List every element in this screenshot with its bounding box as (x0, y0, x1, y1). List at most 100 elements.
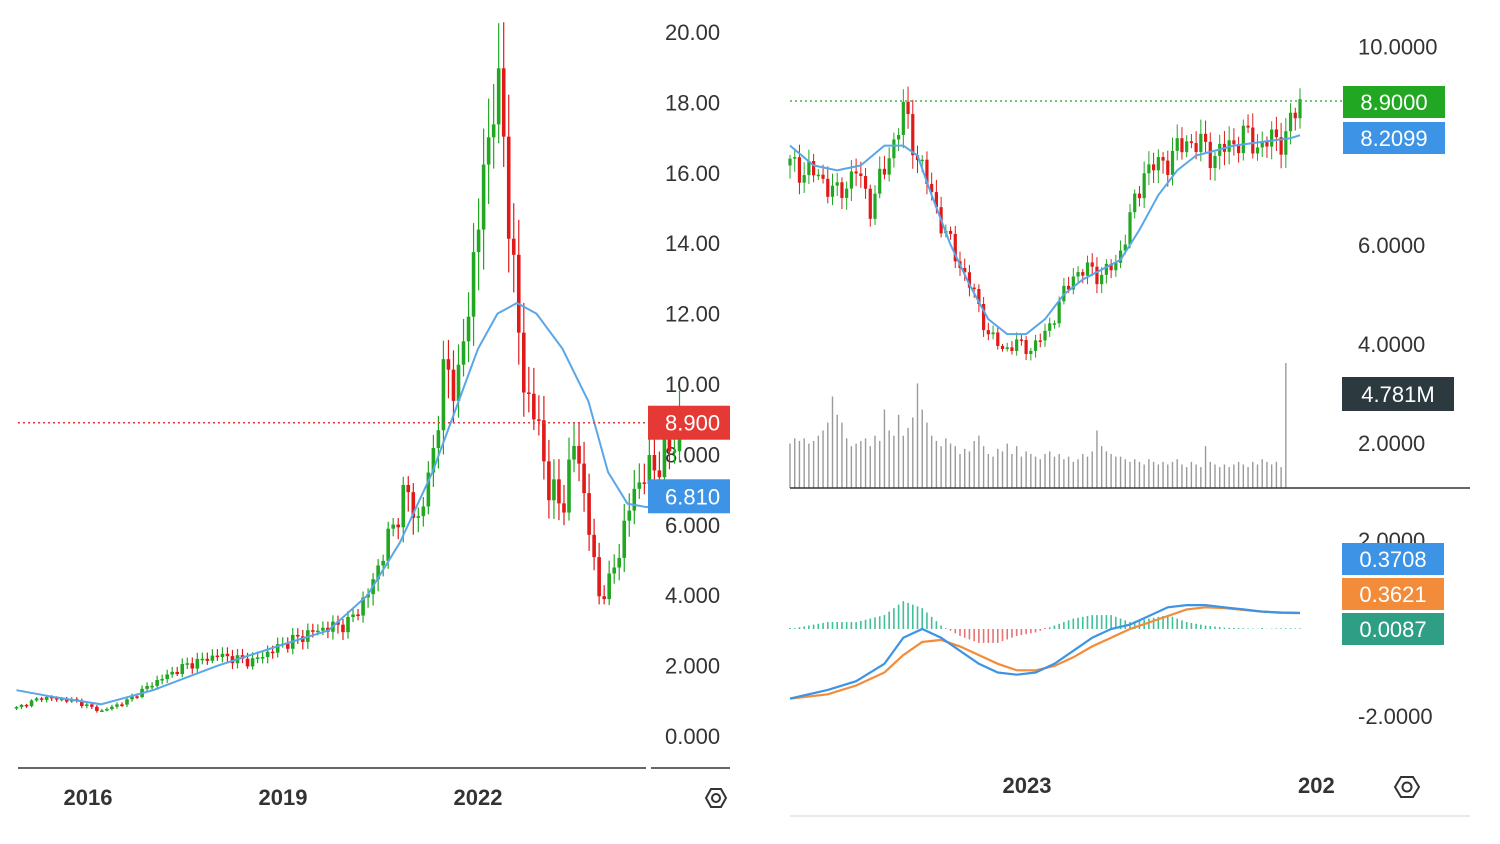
left-candle-body (321, 627, 325, 631)
left-y-tick-label: 0.000 (665, 724, 720, 749)
left-candle-body (486, 137, 491, 165)
left-candle-body (532, 393, 536, 420)
left-y-tick-label: 2.000 (665, 654, 720, 679)
right-candle-body (925, 159, 929, 184)
right-candle-body (1298, 99, 1302, 119)
right-candle-body (1076, 272, 1080, 277)
right-candle-body (821, 174, 825, 179)
right-candle-body (878, 168, 882, 194)
left-candle-body (582, 463, 586, 494)
left-candle-body (672, 451, 677, 453)
left-candle-body (632, 488, 637, 511)
right-candle-body (982, 304, 986, 331)
right-candle-body (816, 174, 820, 177)
left-candle-body (19, 704, 24, 707)
right-candle-body (1100, 274, 1104, 285)
left-candle-body (225, 653, 230, 657)
left-candle-body (195, 658, 200, 669)
left-candle-body (250, 658, 255, 667)
right-y-tick-label: 6.0000 (1358, 233, 1425, 258)
left-candle-body (376, 565, 380, 580)
left-candle-body (361, 597, 365, 616)
left-y-tick-label: 16.00 (665, 161, 720, 186)
left-y-tick-label: 8.000 (665, 442, 720, 467)
left-y-tick-label: 20.00 (665, 20, 720, 45)
left-candle-body (215, 655, 220, 658)
left-candle-body (481, 164, 486, 230)
right-y-tick-label: 2.0000 (1358, 431, 1425, 456)
left-candle-body (572, 445, 576, 460)
left-candle-body (135, 696, 139, 698)
left-candle-body (527, 392, 531, 394)
right-candle-body (1251, 127, 1255, 154)
left-y-tick-label: 18.00 (665, 90, 720, 115)
left-candle-body (341, 624, 345, 633)
left-candle-body (49, 696, 54, 699)
right-candle-body (788, 158, 792, 166)
left-candle-body (436, 430, 441, 449)
right-candle-body (1203, 133, 1208, 142)
left-candle-body (381, 560, 385, 566)
left-candle-body (105, 709, 109, 711)
macd-badge: 0.3621 (1342, 578, 1444, 610)
left-candle-body (220, 653, 225, 657)
left-candle-body (617, 557, 622, 568)
left-candle-body (511, 238, 516, 255)
left-candle-body (155, 679, 159, 686)
macd-y-tick-label: -2.0000 (1358, 704, 1433, 729)
left-candle-body (351, 614, 355, 617)
macd-badge-label: 0.0087 (1359, 617, 1426, 642)
right-candle-body (1133, 193, 1137, 213)
settings-icon-hex (1393, 776, 1421, 798)
left-candle-body (245, 658, 250, 667)
right-candle-body (897, 134, 901, 140)
macd-badge: 0.0087 (1342, 613, 1444, 645)
left-candle-body (200, 658, 205, 661)
right-candle-body (1288, 112, 1293, 132)
right-candle-body (1067, 285, 1071, 290)
left-candle-body (441, 359, 446, 431)
left-candle-body (346, 616, 350, 633)
left-candle-body (391, 524, 396, 529)
right-candle-body (1085, 262, 1090, 276)
left-candle-body (567, 459, 571, 513)
right-x-tick-label: 2023 (1003, 773, 1052, 798)
right-candle-body (1029, 350, 1033, 355)
right-candle-body (807, 161, 811, 176)
right-candle-body (830, 185, 835, 197)
right-y-tick-label: 10.0000 (1358, 34, 1438, 59)
right-candle-body (1090, 262, 1094, 267)
right-price-badge-label: 8.9000 (1360, 90, 1427, 115)
left-candle-body (411, 492, 416, 518)
right-candle-body (967, 272, 972, 288)
right-candle-body (911, 114, 915, 156)
right-candle-body (1118, 250, 1123, 263)
left-candle-body (516, 254, 521, 333)
right-candle-body (1033, 340, 1038, 351)
left-candle-body (170, 671, 175, 675)
right-candle-body (906, 101, 910, 115)
left-candle-body (79, 700, 84, 706)
right-candle-body (882, 168, 887, 175)
left-y-tick-label: 4.000 (665, 583, 720, 608)
left-price-badge: 6.810 (648, 479, 730, 514)
left-candle-body (662, 436, 667, 478)
right-y-tick-label: 4.0000 (1358, 332, 1425, 357)
left-y-axis: 20.00 18.00 16.00 14.00 12.00 10.00 8.000 6.000… (665, 20, 720, 749)
left-candle-body (255, 657, 260, 659)
right-candle-body (1057, 301, 1061, 324)
right-candle-body (1270, 129, 1274, 147)
right-candle-body (849, 171, 853, 189)
left-candle-body (160, 678, 164, 681)
left-y-tick-label: 12.00 (665, 302, 720, 327)
left-candle-body (185, 663, 190, 665)
right-candle-body (802, 175, 806, 183)
left-candle-body (406, 484, 411, 493)
right-candle-body (1175, 138, 1179, 151)
macd-badge: 0.3708 (1342, 543, 1444, 575)
right-candle-body (1152, 164, 1156, 171)
right-candle-body (845, 188, 849, 198)
right-candle-body (1284, 131, 1288, 155)
right-candle-body (812, 161, 816, 176)
